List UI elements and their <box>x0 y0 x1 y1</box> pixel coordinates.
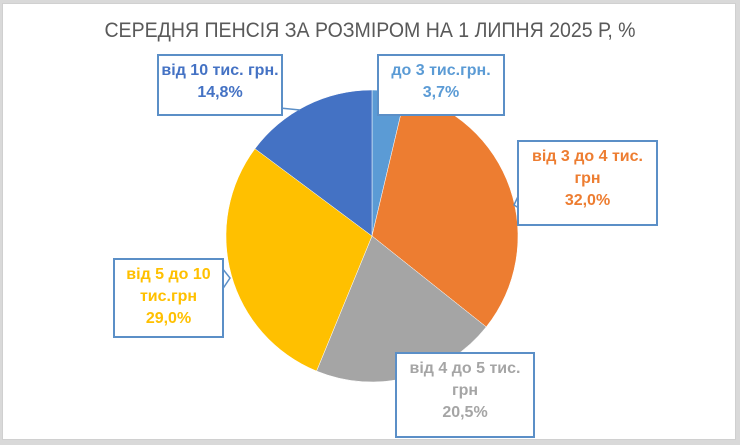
data-label-3k-to-4k: від 3 до 4 тис. грн 32,0% <box>517 140 658 226</box>
data-label-5k-to-10k: від 5 до 10 тис.грн 29,0% <box>113 258 224 338</box>
label-value: 32,0% <box>564 192 611 209</box>
label-value: 3,7% <box>422 84 460 101</box>
data-label-over-10k: від 10 тис. грн. 14,8% <box>157 54 283 116</box>
label-text: від 10 тис. грн. <box>161 62 279 79</box>
callout-pointer-s3 <box>221 267 231 291</box>
label-text: до 3 тис.грн. <box>391 62 491 79</box>
chart-title: СЕРЕДНЯ ПЕНСІЯ ЗА РОЗМІРОМ НА 1 ЛИПНЯ 20… <box>104 19 636 42</box>
label-text: від 3 до 4 тис. <box>532 148 643 165</box>
label-value: 20,5% <box>442 404 488 421</box>
data-label-4k-to-5k: від 4 до 5 тис. грн 20,5% <box>395 352 535 438</box>
label-text: від 5 до 10 <box>126 266 211 283</box>
slice-over-10k <box>254 89 373 237</box>
label-text: тис.грн <box>139 288 198 305</box>
label-text: від 4 до 5 тис. <box>409 360 521 377</box>
label-text: грн <box>451 382 479 399</box>
label-text: грн <box>574 170 601 187</box>
label-value: 29,0% <box>145 310 192 327</box>
data-label-up-to-3k: до 3 тис.грн. 3,7% <box>377 54 505 116</box>
slice-5k-to-10k <box>225 148 373 372</box>
label-value: 14,8% <box>197 84 243 101</box>
